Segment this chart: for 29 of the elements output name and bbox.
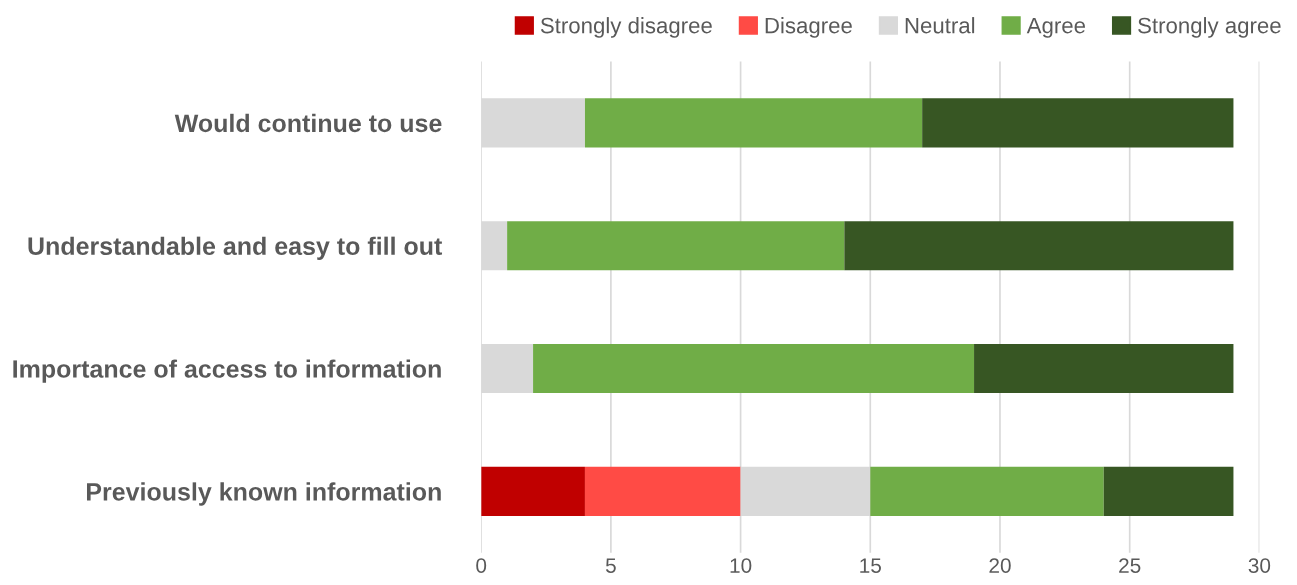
bar [507,221,845,271]
bar [481,221,508,271]
legend-label: Strongly disagree [540,17,712,38]
bar [481,343,534,394]
x-tick-label: 0 [476,558,487,573]
x-tick-label: 10 [730,558,752,573]
bar [974,343,1234,394]
x-tick-label: 20 [989,558,1011,573]
y-tick-label: Understandable and easy to fill out [28,236,443,260]
legend-label: Strongly agree [1138,17,1281,38]
bar [922,98,1234,148]
legend-label: Neutral [905,17,975,34]
bar [533,343,975,394]
bar [481,98,585,148]
legend-label: Disagree [765,17,852,38]
x-tick-label: 5 [605,558,616,573]
bar [481,466,585,516]
bar [584,466,741,516]
legend-label: Agree [1026,17,1086,38]
y-tick-label: Would continue to use [174,113,442,133]
bar [584,98,923,148]
x-tick-label: 30 [1248,558,1271,573]
x-tick-label: 25 [1119,558,1141,573]
bar [1103,466,1234,516]
bar [870,466,1104,516]
y-tick-label: Importance of access to information [13,359,441,383]
y-tick-label: Previously known information [87,482,441,506]
bar [844,221,1234,271]
x-tick-label: 15 [860,558,881,573]
